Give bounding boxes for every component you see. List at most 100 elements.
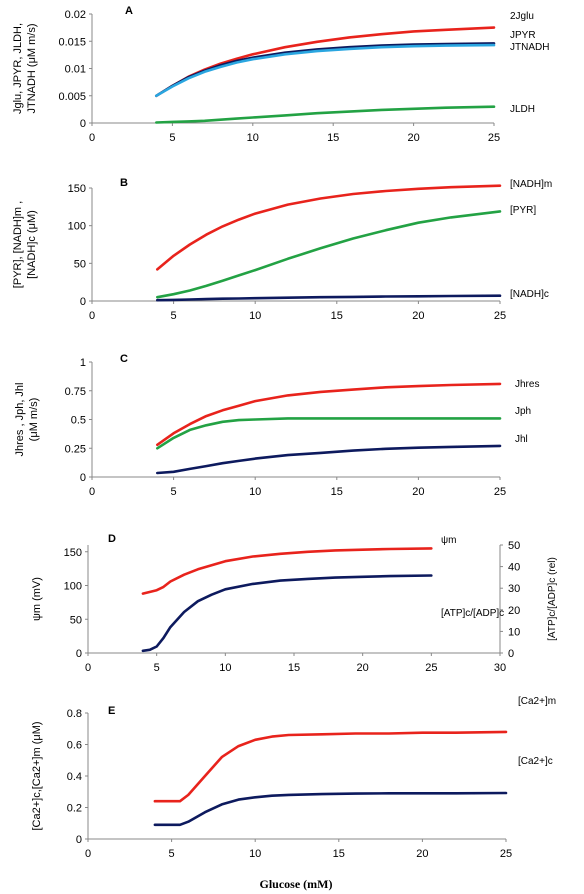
x-axis-label: Glucose (mM): [260, 877, 333, 891]
x-tick-label: 5: [171, 310, 177, 322]
y-tick-label: 0.6: [67, 740, 82, 752]
series-label: [PYR]: [510, 205, 536, 216]
x-tick-label: 10: [249, 486, 261, 498]
y-tick-label: 150: [68, 183, 86, 195]
panel-letter: C: [120, 353, 128, 365]
y-tick-label: 0.5: [71, 415, 86, 427]
y-right-tick-label: 40: [508, 562, 520, 574]
series-line-ca2-c: [153, 791, 508, 827]
y-axis-label: [PYR], [NADH]m ,: [12, 201, 24, 288]
y-tick-label: 1: [80, 357, 86, 369]
series-line-nadh-m: [156, 184, 502, 271]
panel-c: 0 5 10 15 20 25 0 0.25 0.5 0.75 1 Jhres , Jph, Jhl(…: [14, 353, 539, 498]
x-tick-label: 20: [412, 310, 424, 322]
series-label: ψm: [441, 535, 456, 546]
panel-d: 0 5 10 15 20 25 3005010015001020304050[ATP]c/[…: [31, 533, 558, 674]
x-tick-label: 0: [89, 132, 95, 144]
series-label: 2Jglu: [510, 11, 534, 22]
y-tick-label: 0.25: [65, 443, 86, 455]
series-line-atp-c-adp-c: [141, 574, 433, 653]
series-label: Jph: [515, 406, 531, 417]
y-axis-label: Jhres , Jph, Jhl: [14, 383, 26, 457]
series-label: [Ca2+]m: [518, 696, 556, 707]
y-tick-label: 100: [68, 221, 86, 233]
y-axis-label: JTNADH (μM m/s): [26, 23, 38, 113]
x-tick-label: 25: [494, 310, 506, 322]
series-label: JLDH: [510, 104, 535, 115]
x-tick-label: 25: [488, 132, 500, 144]
x-tick-label: 25: [500, 848, 512, 860]
panel-letter: D: [108, 533, 116, 545]
y-axis-right-label: [ATP]c/[ADP]c (rel): [547, 557, 558, 641]
series-line-jtnadh: [155, 43, 496, 98]
series-line-jph: [156, 417, 502, 450]
series-label: JTNADH: [510, 42, 549, 53]
y-tick-label: 0.005: [58, 91, 86, 103]
panel-letter: A: [125, 5, 133, 17]
y-right-tick-label: 0: [508, 648, 514, 660]
y-tick-label: 0.015: [58, 36, 86, 48]
x-tick-label: 20: [357, 662, 369, 674]
x-tick-label: 30: [494, 662, 506, 674]
y-right-tick-label: 20: [508, 605, 520, 617]
y-tick-label: 0: [76, 834, 82, 846]
y-tick-label: 50: [70, 614, 82, 626]
y-axis-label: [Ca2+]c,[Ca2+]m (μM): [31, 721, 43, 830]
x-tick-label: 15: [333, 848, 345, 860]
series-line-jldh: [155, 105, 496, 124]
y-tick-label: 0: [80, 296, 86, 308]
x-tick-label: 5: [169, 848, 175, 860]
series-label: [NADH]c: [510, 289, 549, 300]
series-line-jhl: [156, 444, 502, 475]
x-tick-label: 0: [89, 310, 95, 322]
y-tick-label: 50: [74, 258, 86, 270]
x-tick-label: 25: [494, 486, 506, 498]
x-tick-label: 15: [288, 662, 300, 674]
series-line-jhres: [156, 382, 502, 447]
x-tick-label: 5: [154, 662, 160, 674]
y-tick-label: 0: [80, 118, 86, 130]
y-right-tick-label: 30: [508, 583, 520, 595]
y-tick-label: 0.8: [67, 708, 82, 720]
series-label: [NADH]m: [510, 179, 552, 190]
y-right-tick-label: 10: [508, 626, 520, 638]
y-tick-label: 0.2: [67, 803, 82, 815]
y-axis-label: ψm (mV): [31, 577, 43, 621]
x-tick-label: 15: [331, 486, 343, 498]
panel-letter: B: [120, 177, 128, 189]
y-axis-label: (μM m/s): [28, 398, 40, 442]
y-tick-label: 150: [64, 547, 82, 559]
series-line-ca2-m: [153, 730, 508, 803]
y-tick-label: 0.4: [67, 771, 82, 783]
x-tick-label: 25: [425, 662, 437, 674]
y-tick-label: 0.01: [65, 64, 86, 76]
series-label: [Ca2+]c: [518, 756, 553, 767]
y-tick-label: 0: [80, 472, 86, 484]
x-tick-label: 0: [85, 848, 91, 860]
series-label: [ATP]c/[ADP]c: [441, 608, 504, 619]
x-tick-label: 5: [171, 486, 177, 498]
x-tick-label: 5: [169, 132, 175, 144]
series-label: JPYR: [510, 30, 536, 41]
panel-a: 0 5 10 15 20 25 0 0.005 0.01 0.015 0.02 Jglu, JPYR,…: [12, 5, 549, 144]
y-right-tick-label: 50: [508, 540, 520, 552]
x-tick-label: 15: [331, 310, 343, 322]
x-tick-label: 10: [249, 310, 261, 322]
x-tick-label: 0: [89, 486, 95, 498]
x-tick-label: 20: [407, 132, 419, 144]
x-tick-label: 10: [247, 132, 259, 144]
x-tick-label: 20: [412, 486, 424, 498]
series-line-pyr: [156, 210, 502, 299]
series-label: Jhres: [515, 379, 539, 390]
x-tick-label: 10: [249, 848, 261, 860]
series-line-nadh-c: [156, 294, 502, 302]
x-tick-label: 15: [327, 132, 339, 144]
y-tick-label: 0.02: [65, 9, 86, 21]
series-line-2jglu: [155, 26, 496, 98]
y-tick-label: 100: [64, 581, 82, 593]
series-line-m: [141, 547, 433, 595]
series-label: Jhl: [515, 434, 528, 445]
y-axis-label: [NADH]c (μM): [26, 210, 38, 279]
